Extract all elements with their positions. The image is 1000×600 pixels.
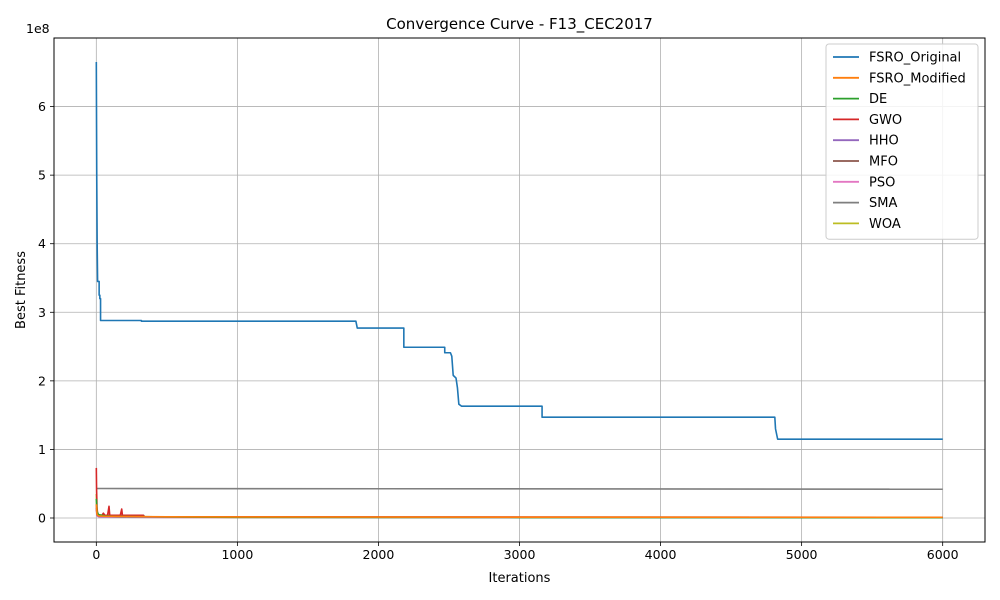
x-tick-label: 4000 — [645, 547, 677, 562]
y-tick-label: 6 — [38, 99, 46, 114]
legend-label: PSO — [869, 175, 895, 190]
legend: FSRO_Original FSRO_Modified DE GWO HHO MFO PSO… — [825, 43, 979, 240]
series-lines — [95, 61, 943, 519]
legend-label: SMA — [869, 196, 897, 211]
y-tick-label: 5 — [38, 168, 46, 183]
x-tick-label: 0 — [92, 547, 100, 562]
legend-label: FSRO_Original — [869, 51, 961, 66]
legend-label: HHO — [869, 134, 899, 149]
legend-box — [825, 43, 979, 240]
legend-label: GWO — [869, 113, 902, 128]
x-tick-label: 3000 — [504, 547, 536, 562]
legend-label: MFO — [869, 155, 898, 170]
legend-label: WOA — [869, 217, 901, 232]
x-tick-label: 5000 — [786, 547, 818, 562]
y-tick-label: 4 — [38, 236, 46, 251]
legend-label: DE — [869, 92, 887, 107]
chart-title: Convergence Curve - F13_CEC2017 — [386, 15, 653, 34]
legend-label: FSRO_Modified — [869, 71, 966, 86]
series-line-sma — [96, 487, 943, 490]
y-tick-label: 3 — [38, 305, 46, 320]
y-offset-label: 1e8 — [26, 21, 50, 36]
y-tick-label: 1 — [38, 442, 46, 457]
x-tick-label: 2000 — [363, 547, 395, 562]
y-tick-label: 2 — [38, 373, 46, 388]
axis-ticks: 0 1000 2000 3000 4000 5000 6000 0 1 2 3 4 5 6 — [38, 99, 959, 562]
y-tick-label: 0 — [38, 511, 46, 526]
series-line-fsro-modified — [95, 504, 943, 519]
x-tick-label: 6000 — [927, 547, 959, 562]
series-line-fsro-original — [95, 61, 943, 440]
y-axis-label: Best Fitness — [14, 251, 29, 329]
x-axis-label: Iterations — [489, 571, 551, 586]
x-tick-label: 1000 — [221, 547, 253, 562]
